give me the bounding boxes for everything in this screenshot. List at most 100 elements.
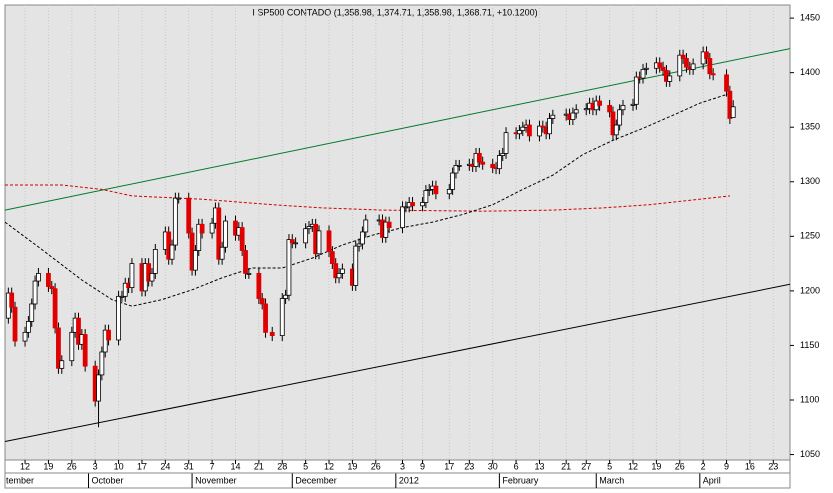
candle-body — [259, 298, 265, 305]
x-tick-label: 12 — [324, 461, 334, 471]
candle-body — [667, 75, 673, 82]
candle-body — [76, 317, 81, 345]
candle-body — [643, 67, 649, 70]
candle-body — [102, 329, 108, 353]
candle-body — [339, 268, 345, 274]
candle-body — [193, 250, 198, 271]
x-tick-label: 16 — [745, 461, 755, 471]
candle-body — [597, 100, 602, 106]
candle-body — [209, 222, 215, 234]
x-tick-label: 12 — [628, 461, 638, 471]
candle-body — [149, 273, 155, 282]
candle-body — [520, 126, 526, 131]
candle-body — [22, 331, 28, 342]
month-label: December — [295, 475, 337, 485]
candle-body — [423, 190, 429, 203]
x-tick-label: 24 — [160, 461, 170, 471]
candle-body — [710, 73, 716, 76]
candle-body — [186, 197, 192, 234]
candle-body — [573, 109, 579, 114]
x-tick-label: 10 — [114, 461, 124, 471]
overlay-line — [5, 184, 730, 212]
candle-body — [152, 249, 158, 274]
candle-body — [450, 172, 456, 190]
candle-body — [49, 286, 55, 290]
candle-body — [122, 282, 128, 297]
candle-body — [199, 223, 205, 234]
candle-body — [243, 250, 248, 274]
x-tick-label: 2 — [701, 461, 706, 471]
candle-body — [119, 295, 125, 298]
candle-body — [707, 58, 713, 75]
candle-body — [293, 242, 299, 245]
x-tick-label: 19 — [43, 461, 53, 471]
month-label: 2012 — [399, 475, 419, 485]
x-tick-label: 3 — [93, 461, 98, 471]
candle-body — [306, 226, 312, 230]
x-tick-label: 17 — [444, 461, 454, 471]
x-tick-label: 27 — [581, 461, 591, 471]
candle-body — [620, 104, 626, 111]
x-tick-label: 23 — [464, 461, 474, 471]
candle-body — [613, 124, 619, 136]
candle-body — [690, 63, 696, 70]
candle-body — [46, 273, 51, 287]
candle-body — [724, 74, 729, 92]
candle-body — [517, 130, 522, 135]
chart-title: I SP500 CONTADO (1,358.98, 1,374.71, 1,3… — [252, 7, 537, 17]
candle-body — [269, 331, 275, 337]
candle-body — [677, 54, 683, 77]
x-tick-label: 12 — [20, 461, 30, 471]
candle-body — [12, 306, 18, 342]
candle-body — [420, 202, 425, 207]
candle-body — [583, 108, 589, 111]
plot-area — [4, 4, 791, 461]
candle-body — [96, 374, 101, 402]
candle-body — [570, 112, 576, 120]
candle-body — [326, 230, 332, 252]
candle-body — [59, 360, 65, 369]
candle-body — [630, 103, 636, 106]
candle-body — [680, 54, 686, 59]
candle-body — [610, 111, 616, 136]
candle-body — [172, 197, 178, 246]
candle-body — [353, 245, 359, 286]
x-tick-label: 26 — [675, 461, 685, 471]
candle-body — [456, 164, 462, 167]
candle-body — [356, 243, 362, 247]
candle-body — [410, 202, 415, 207]
candle-body — [704, 51, 709, 59]
candle-body — [256, 273, 262, 299]
candle-body — [480, 161, 486, 165]
candle-body — [684, 58, 689, 68]
candle-body — [223, 220, 228, 248]
candle-body — [537, 125, 542, 137]
candle-body — [446, 189, 452, 195]
x-tick-label: 17 — [137, 461, 147, 471]
x-tick-label: 7 — [210, 461, 215, 471]
x-tick-label: 26 — [67, 461, 77, 471]
x-tick-label: 28 — [277, 461, 287, 471]
x-tick-label: 5 — [303, 461, 308, 471]
candle-body — [550, 114, 556, 119]
candle-body — [246, 273, 252, 275]
month-label: October — [92, 475, 124, 485]
x-tick-label: 31 — [184, 461, 194, 471]
candle-body — [196, 223, 202, 251]
x-tick-label: 9 — [724, 461, 729, 471]
y-tick-label: 1400 — [800, 67, 820, 77]
overlay-line — [4, 48, 791, 211]
candle-body — [279, 298, 285, 337]
candle-body — [730, 106, 736, 118]
month-label: tember — [6, 475, 34, 485]
x-tick-label: 26 — [371, 461, 381, 471]
overlay-line — [4, 92, 731, 307]
candle-body — [453, 164, 459, 174]
x-tick-label: 5 — [607, 461, 612, 471]
candle-body — [503, 132, 509, 154]
candle-body — [333, 263, 339, 279]
month-label: February — [502, 475, 539, 485]
candle-body — [82, 334, 88, 367]
candle-body — [607, 104, 613, 113]
